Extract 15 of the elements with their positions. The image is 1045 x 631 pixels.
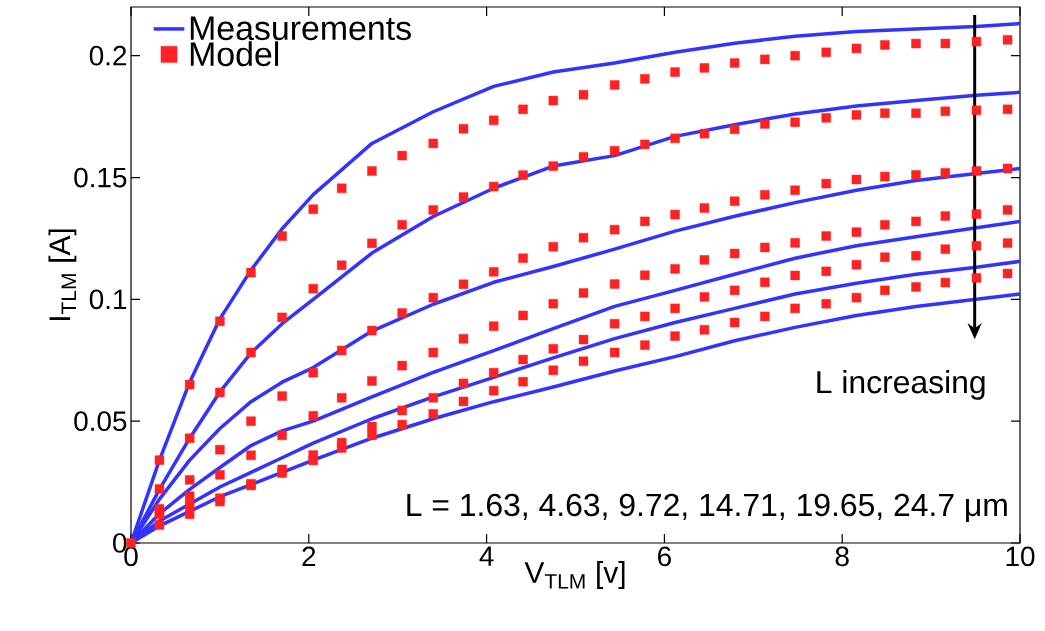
- x-tick-label: 8: [835, 546, 849, 567]
- x-tick-label: 2: [302, 546, 316, 566]
- annotation: L increasing: [817, 370, 985, 400]
- y-tick-label: 0.1: [89, 289, 127, 310]
- legend-label: Measurements: [190, 16, 411, 41]
- x-tick-label: 4: [479, 546, 494, 566]
- y-tick-label: 0.2: [89, 45, 127, 66]
- x-tick-label: 10: [1006, 546, 1035, 567]
- y-tick-label: 0.15: [74, 167, 127, 188]
- y-axis-title: I$_{TLM}$ [A]: [48, 229, 77, 320]
- x-axis-title: V$_{TLM}$ [v]: [524, 561, 625, 589]
- x-tick-label: 6: [658, 546, 671, 567]
- annotation: L = 1.63, 4.63, 9.72, 14.71, 19.65, 24.7 μm: [407, 493, 1007, 523]
- y-tick-label: 0.05: [74, 411, 127, 432]
- legend-label: Model: [190, 41, 279, 67]
